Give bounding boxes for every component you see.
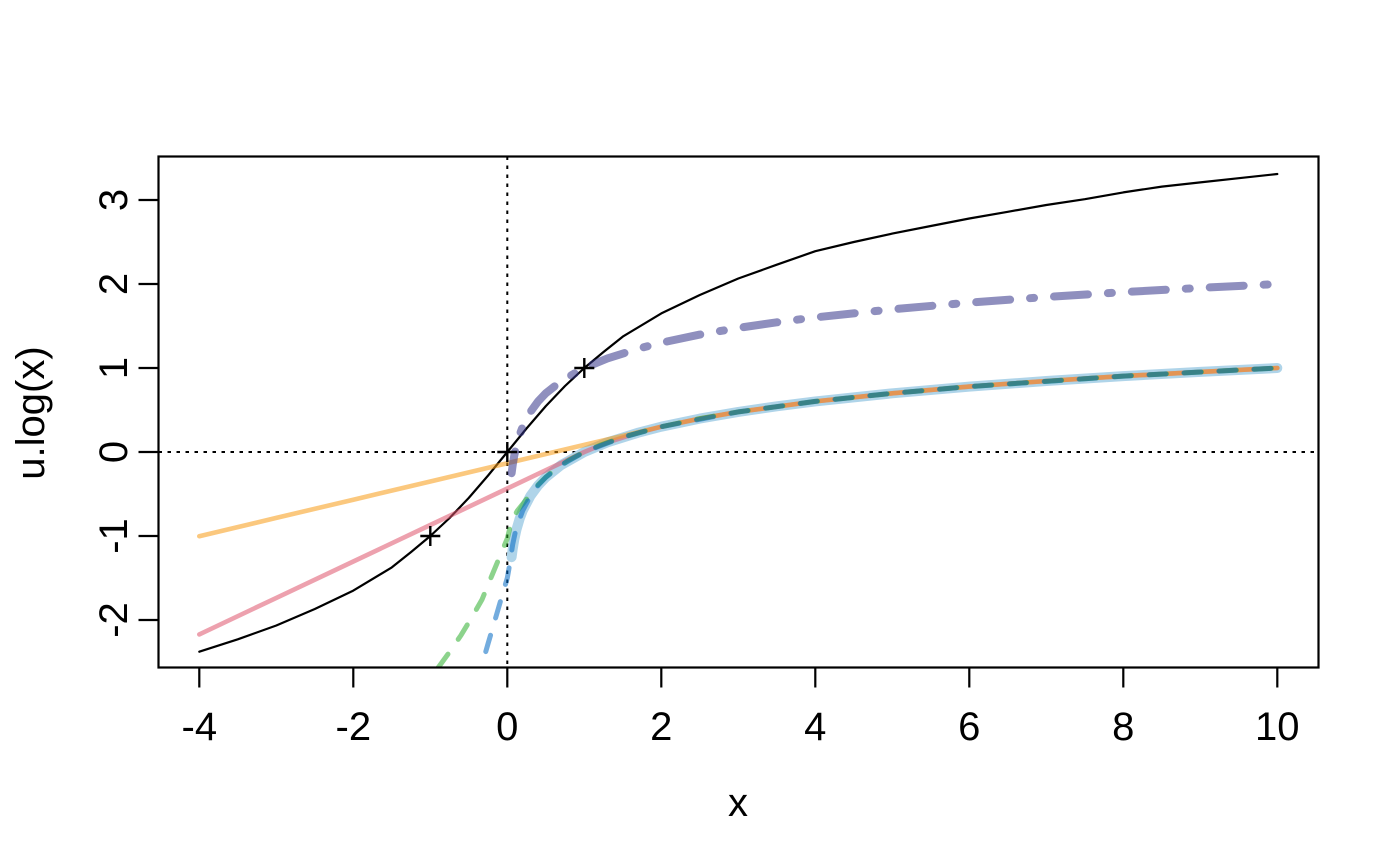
plot-box	[157, 155, 1320, 669]
series-smooth-log-a	[435, 365, 1280, 668]
y-tick-label: 0	[92, 441, 136, 463]
series-ulog-curve	[198, 172, 1279, 653]
y-tick-label: 2	[92, 273, 136, 295]
x-tick-label: 10	[1255, 705, 1300, 749]
x-tick-label: -2	[336, 705, 372, 749]
x-tick-label: -4	[182, 705, 218, 749]
y-tick-label: -2	[92, 602, 136, 638]
series-log10-halo	[506, 363, 1283, 563]
y-tick-label: 3	[92, 189, 136, 211]
series-log10-plus-1	[507, 280, 1282, 478]
axes-layer: -4 -2 0 2 4 6 8 10 -2 -1 0 1 2 3	[92, 155, 1320, 749]
x-tick-label: 2	[650, 705, 672, 749]
y-axis-title: u.log(x)	[9, 346, 53, 479]
x-tick-label: 6	[958, 705, 980, 749]
x-tick-label: 0	[496, 705, 518, 749]
plus-marker	[497, 442, 518, 462]
series-smooth-log-b	[478, 365, 1280, 668]
y-tick-label: 1	[92, 357, 136, 379]
plus-marker	[420, 526, 441, 546]
x-tick-label: 4	[804, 705, 826, 749]
plus-marker	[574, 358, 595, 378]
series-layer	[197, 172, 1283, 668]
x-tick-label: 8	[1112, 705, 1134, 749]
x-axis-title: x	[728, 781, 748, 825]
y-tick-label: -1	[92, 518, 136, 554]
markers-layer	[420, 358, 595, 546]
